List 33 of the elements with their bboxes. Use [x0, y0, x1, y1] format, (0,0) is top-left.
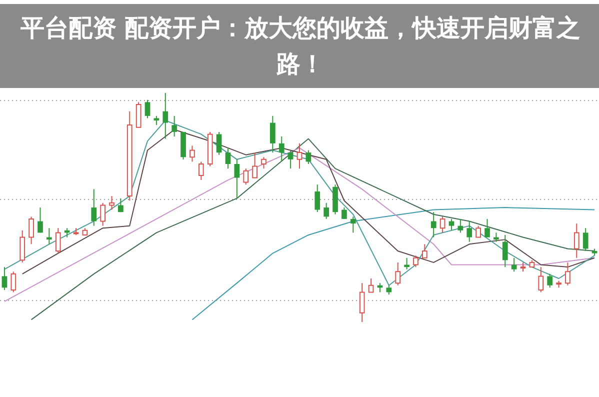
- candlestick: [458, 218, 464, 234]
- chart-title: 平台配资 配资开户：放大您的收益，快速开启财富之路！: [19, 13, 582, 80]
- candlestick: [144, 99, 150, 119]
- candlestick: [511, 257, 517, 272]
- candlestick: [484, 218, 490, 238]
- candlestick: [38, 207, 43, 234]
- candlestick: [547, 273, 553, 288]
- candlestick: [324, 202, 330, 220]
- candlestick: [162, 92, 168, 140]
- candlestick: [430, 212, 436, 238]
- candlestick: [342, 207, 347, 220]
- candlestick: [306, 150, 312, 164]
- candlestick: [350, 216, 356, 234]
- candlestick: [386, 284, 392, 296]
- candlestick: [288, 150, 294, 170]
- candlestick: [172, 115, 178, 138]
- candlestick: [46, 228, 52, 245]
- candlestick: [118, 198, 124, 213]
- candlestick: [234, 158, 240, 199]
- candlestick: [270, 115, 276, 154]
- candlestick: [278, 136, 284, 162]
- candlestick: [216, 131, 222, 156]
- candlestick: [582, 228, 588, 252]
- candlestick: [502, 234, 508, 268]
- candlestick: [448, 218, 454, 231]
- candlestick: [314, 184, 320, 213]
- candlestick: [466, 220, 472, 242]
- candlestick: [404, 257, 410, 270]
- candlestick: [2, 266, 8, 290]
- candlestick: [154, 115, 160, 126]
- candlestick: [225, 147, 231, 170]
- candlestick: [494, 232, 499, 242]
- candlestick: [91, 188, 97, 226]
